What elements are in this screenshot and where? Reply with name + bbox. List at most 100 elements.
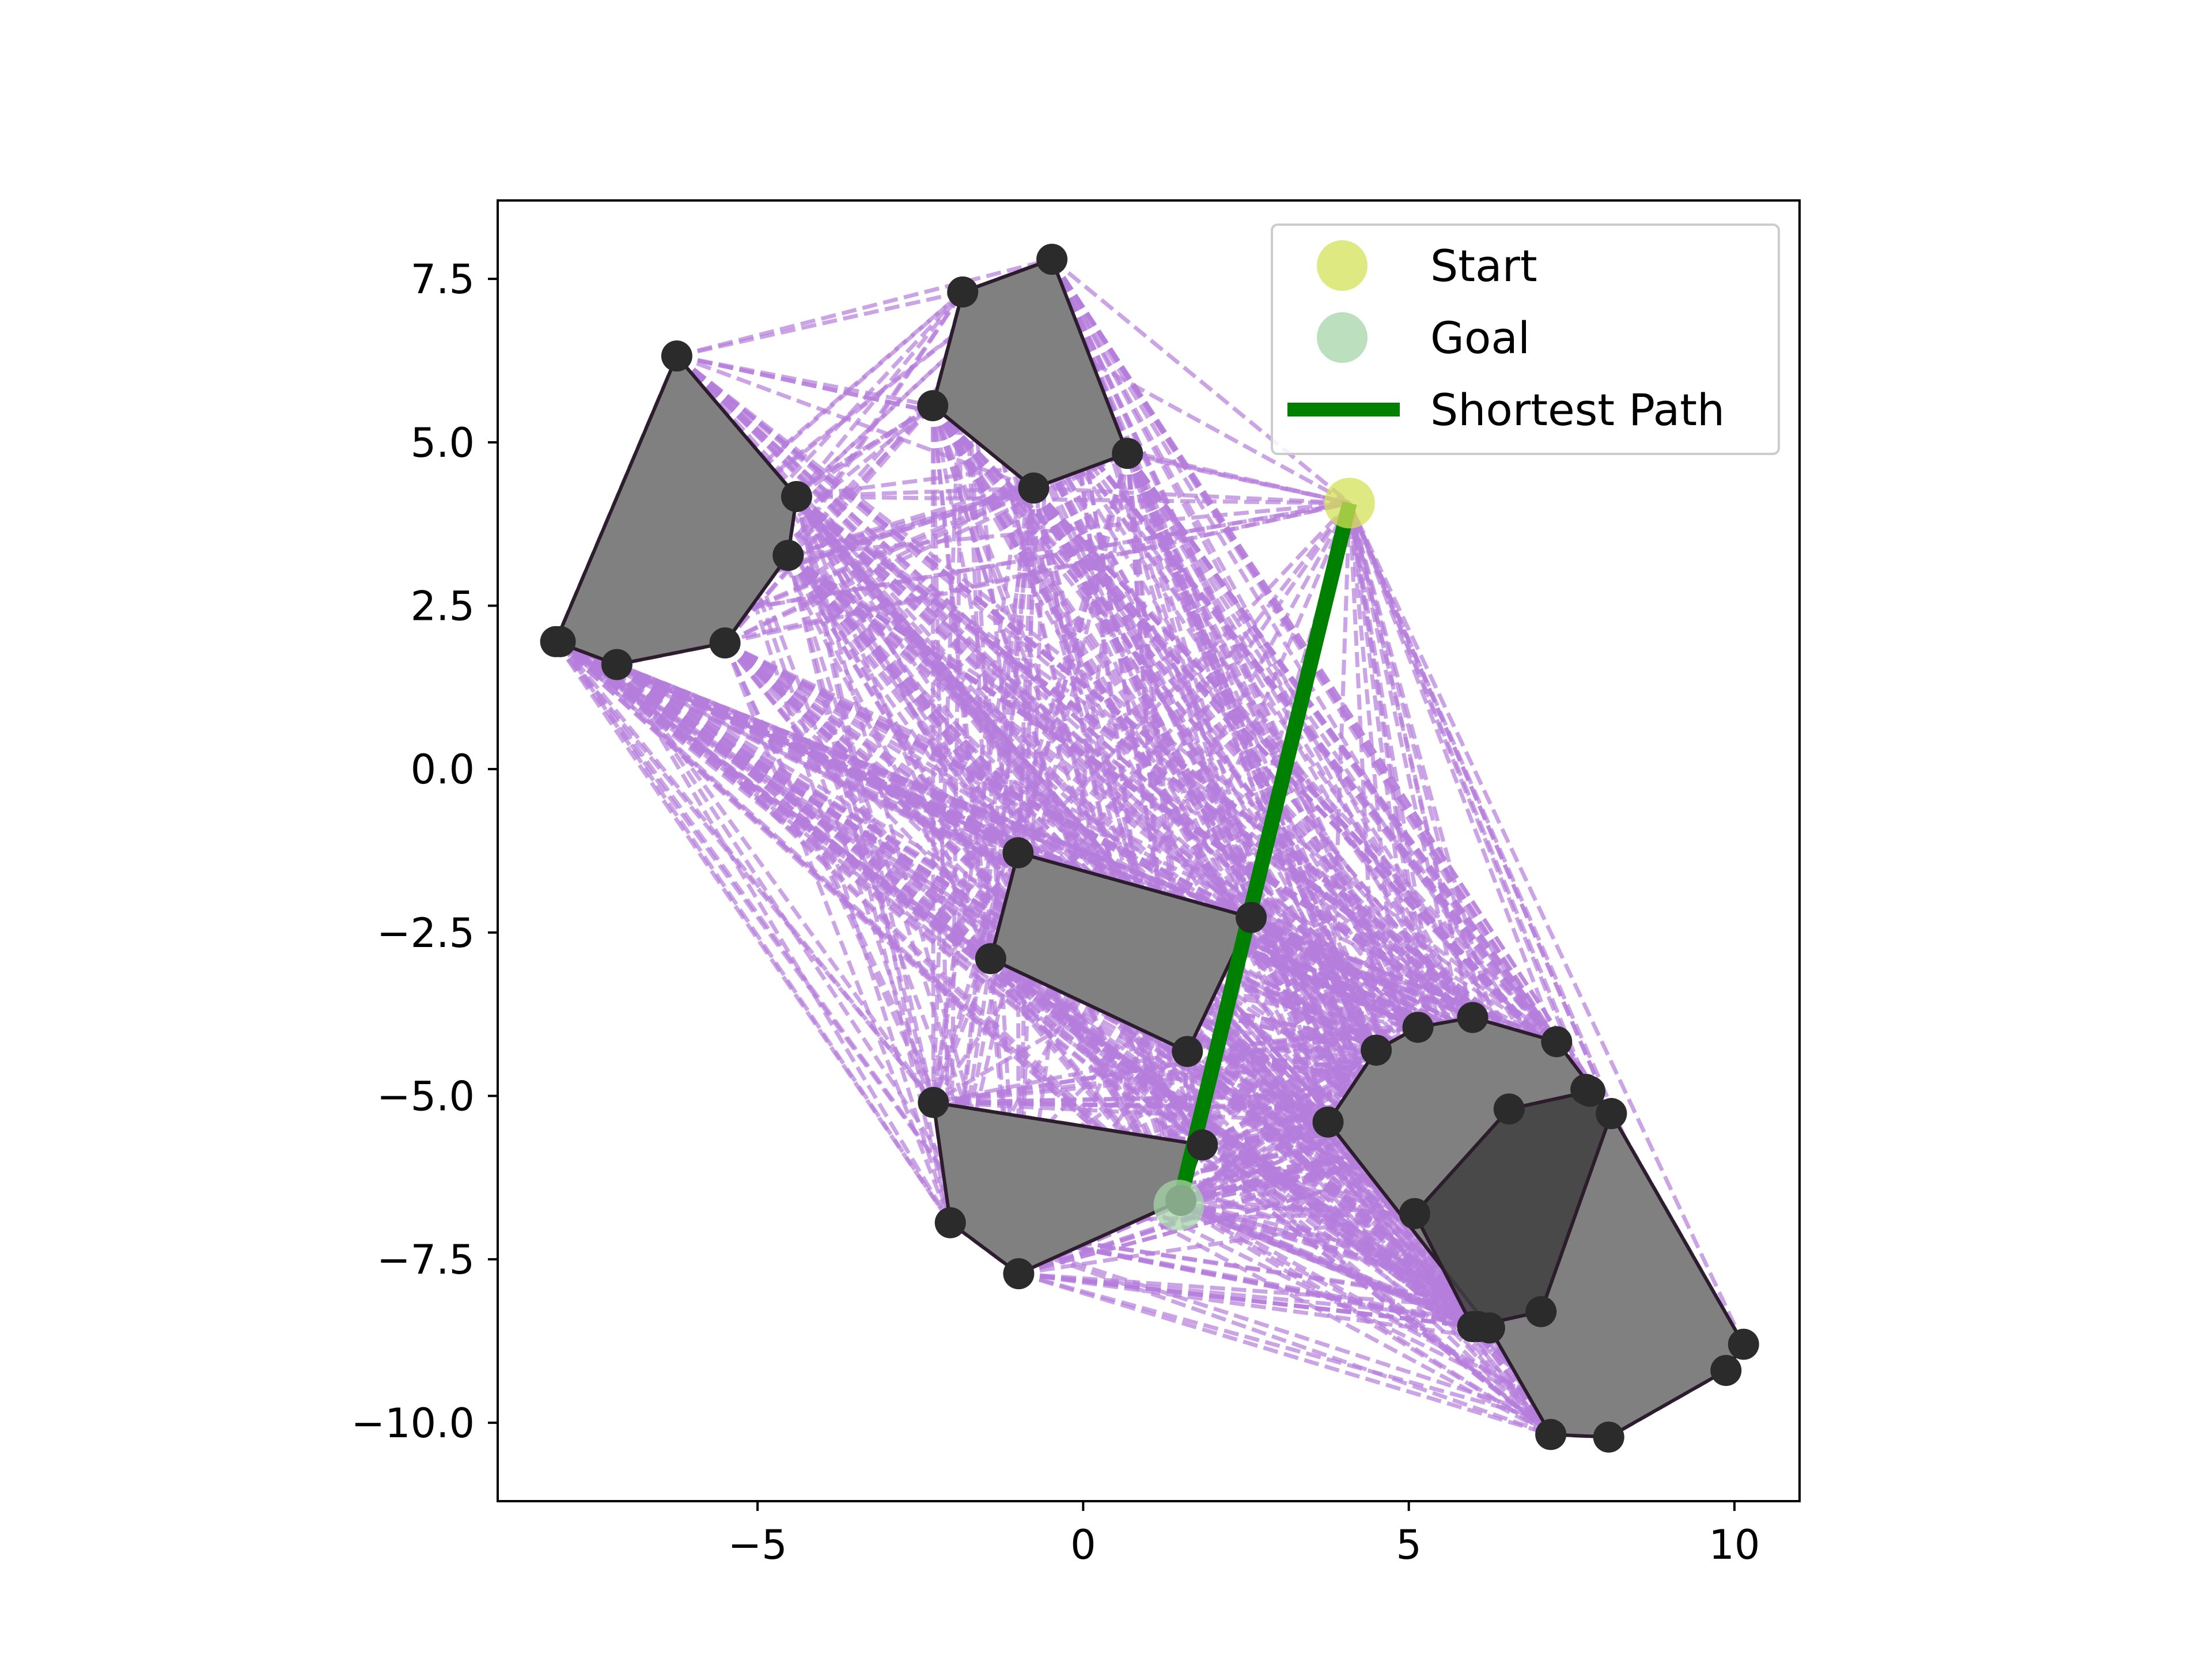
visibility-edge	[1127, 451, 1350, 505]
legend-path-label: Shortest Path	[1430, 384, 1725, 435]
visibility-edge	[990, 957, 1727, 1373]
visibility-edge	[724, 641, 1419, 1029]
obstacle-top-center	[931, 257, 1130, 490]
visibility-edge	[1018, 1271, 1552, 1437]
obstacle-vertex-point	[1710, 1355, 1742, 1387]
x-tick-label: −5	[728, 1521, 787, 1569]
obstacle-vertex-point	[1003, 1258, 1035, 1290]
legend-start-label: Start	[1430, 240, 1537, 291]
visibility-edge	[960, 291, 1021, 1274]
y-tick-label: −7.5	[377, 1236, 475, 1283]
obstacle-vertex-point	[975, 943, 1006, 975]
visibility-edge	[1177, 1120, 1330, 1207]
obstacle-vertex-point	[1172, 1036, 1203, 1067]
visibility-edge	[559, 639, 1330, 1124]
obstacle-vertex-point	[934, 1207, 966, 1238]
visibility-edge	[1016, 501, 1351, 854]
visibility-edge	[559, 640, 1543, 1313]
visibility-edge	[676, 290, 963, 358]
obstacle-vertex-point	[1493, 1093, 1525, 1125]
visibility-edge	[786, 555, 953, 1224]
legend-start-marker	[1317, 240, 1368, 291]
visibility-edge	[559, 639, 1558, 1044]
visibility-edge	[1050, 257, 1351, 505]
legend-goal-label: Goal	[1430, 312, 1530, 363]
start-point	[1324, 478, 1375, 529]
obstacles	[554, 257, 1745, 1439]
visibility-edge	[1179, 1203, 1415, 1216]
visibility-edge	[1177, 1203, 1610, 1439]
x-tick-label: 10	[1709, 1521, 1760, 1569]
visibility-edge	[676, 257, 1052, 358]
visibility-edge	[787, 451, 1128, 558]
visibility-edge	[961, 291, 1378, 1051]
visibility-edge	[1250, 915, 1558, 1044]
visibility-edge	[931, 404, 1588, 1091]
visibility-edge	[961, 290, 1588, 1091]
obstacle-vertex-point	[1535, 1419, 1567, 1450]
visibility-edge	[1050, 258, 1511, 1110]
visibility-edge	[1347, 502, 1613, 1115]
visibility-edge	[559, 640, 1204, 1147]
obstacle-vertex-point	[947, 276, 979, 308]
visibility-edge	[1347, 502, 1420, 1028]
visibility-edge	[1347, 502, 1512, 1110]
visibility-edge	[961, 290, 1475, 1019]
obstacle-vertex-point	[1457, 1002, 1488, 1033]
y-tick-label: −2.5	[377, 910, 475, 957]
y-tick-label: 0.0	[411, 746, 475, 793]
goal-point	[1153, 1179, 1205, 1230]
visibility-edge	[961, 291, 1420, 1029]
visibility-edge	[559, 639, 1587, 1092]
visibility-edge	[559, 639, 1510, 1111]
obstacle-vertex-point	[1596, 1098, 1627, 1130]
visibility-edge	[1050, 258, 1588, 1091]
visibility-edge	[786, 554, 1183, 1202]
obstacle-vertex-point	[772, 540, 804, 571]
visibility-edge	[1126, 452, 1553, 1435]
obstacle-vertex-point	[544, 626, 576, 657]
obstacle-vertices	[540, 244, 1759, 1453]
x-tick-label: 5	[1396, 1521, 1422, 1569]
obstacle-vertex-point	[1361, 1035, 1392, 1066]
visibility-edge	[948, 502, 1351, 1224]
visibility-edge	[1032, 487, 1728, 1372]
visibility-edge	[558, 640, 952, 1224]
visibility-edge	[931, 404, 1253, 919]
shortest-path-layer	[1171, 501, 1357, 1207]
obstacle-bottom-left	[931, 1100, 1205, 1276]
obstacle-vertex-point	[1018, 472, 1050, 504]
visibility-edge	[1126, 452, 1511, 1110]
visibility-edge	[794, 495, 993, 960]
obstacle-vertex-point	[1541, 1026, 1573, 1058]
visibility-edge	[554, 640, 1180, 1207]
obstacle-vertex-point	[918, 1086, 949, 1118]
visibility-edge	[558, 640, 935, 1104]
visibility-edge	[1325, 503, 1352, 1123]
legend-goal-marker	[1317, 312, 1368, 363]
obstacle-vertex-point	[1112, 438, 1143, 469]
obstacle-vertex-point	[709, 627, 741, 659]
y-tick-label: −5.0	[377, 1073, 475, 1120]
obstacle-vertex-point	[1728, 1328, 1759, 1360]
visibility-edge	[1018, 1271, 1541, 1314]
obstacle-vertex-point	[1312, 1106, 1344, 1138]
y-tick-label: −10.0	[351, 1400, 475, 1447]
legend: Start Goal Shortest Path	[1271, 224, 1780, 455]
legend-box	[1271, 224, 1780, 455]
y-tick-label: 5.0	[411, 419, 475, 467]
obstacle-vertex-point	[917, 390, 949, 422]
visibility-edge	[796, 494, 1350, 505]
visibility-edge	[1125, 453, 1253, 918]
obstacle-vertex-point	[1525, 1296, 1557, 1327]
visibility-edge	[724, 641, 1587, 1092]
visibility-edge	[1016, 488, 1036, 853]
visibility-edge	[1033, 486, 1350, 505]
visibility-edge	[559, 639, 1416, 1215]
obstacle-vertex-point	[1399, 1198, 1430, 1229]
visibility-edge	[1180, 1198, 1415, 1216]
visibility-edge	[786, 554, 1181, 1206]
visibility-edge	[931, 404, 1330, 1123]
visibility-edge	[1018, 1271, 1479, 1329]
